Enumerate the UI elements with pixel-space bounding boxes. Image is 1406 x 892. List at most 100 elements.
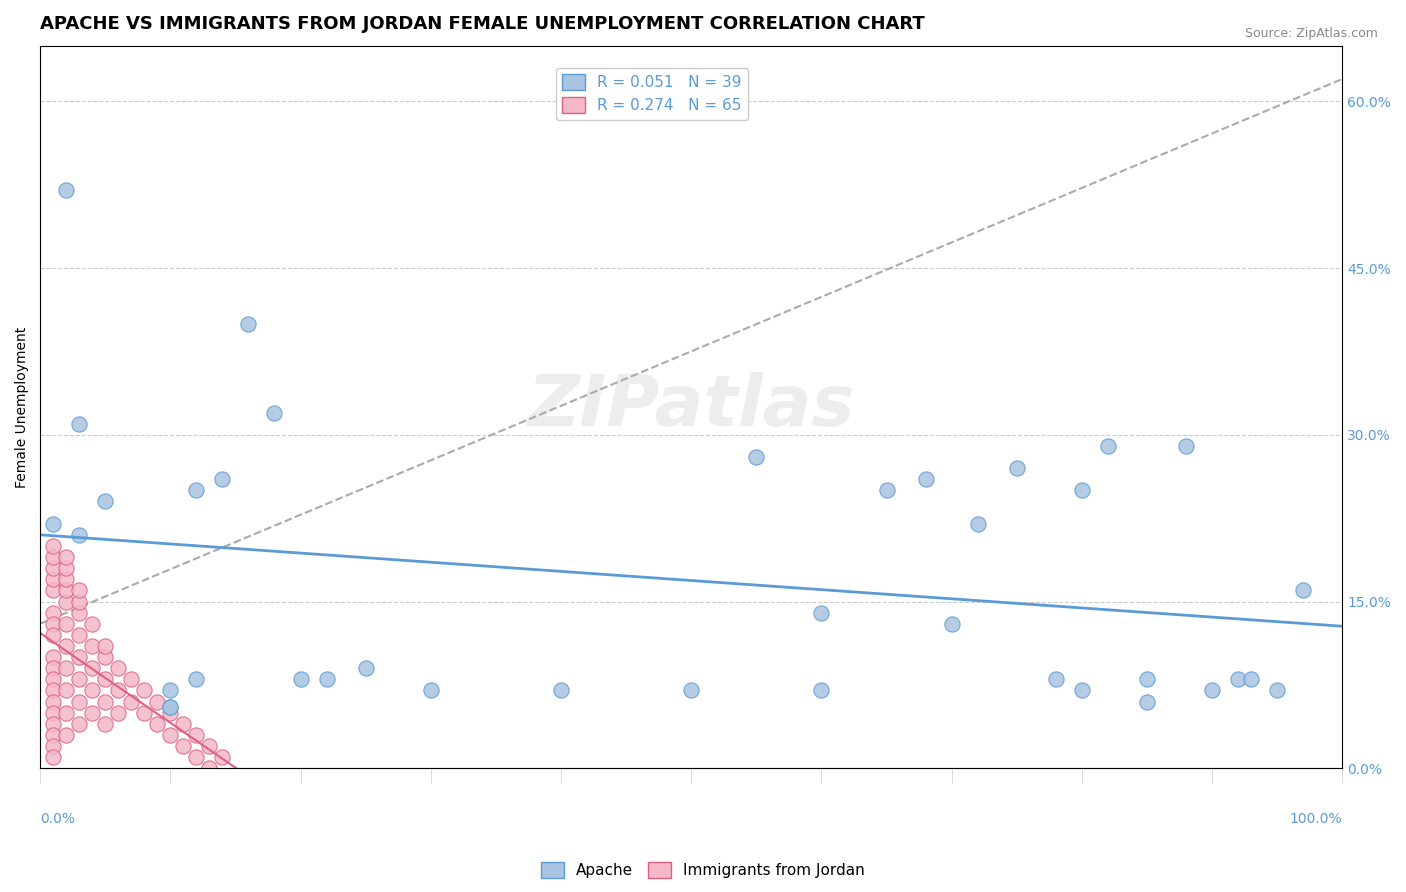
Point [1227, 673, 1250, 687]
Point [94, 673, 117, 687]
Point [42, 673, 65, 687]
Point [120, 673, 142, 687]
Point [1240, 673, 1263, 687]
Point [966, 516, 988, 531]
Point [67, 628, 90, 642]
Point [186, 673, 208, 687]
Point [914, 472, 936, 486]
Point [42, 750, 65, 764]
Point [354, 661, 377, 675]
Point [42, 695, 65, 709]
Point [55, 616, 77, 631]
Point [186, 728, 208, 742]
Point [134, 706, 156, 720]
Point [82, 706, 104, 720]
Point [67, 716, 90, 731]
Point [42, 650, 65, 665]
Point [172, 716, 194, 731]
Point [1005, 461, 1028, 475]
Point [1070, 483, 1092, 498]
Point [107, 683, 129, 698]
Point [107, 706, 129, 720]
Point [42, 683, 65, 698]
Point [55, 549, 77, 564]
Point [67, 528, 90, 542]
Text: 100.0%: 100.0% [1289, 812, 1343, 826]
Point [42, 561, 65, 575]
Point [1070, 683, 1092, 698]
Point [159, 728, 181, 742]
Point [1265, 683, 1288, 698]
Point [810, 606, 832, 620]
Point [211, 472, 233, 486]
Point [42, 539, 65, 553]
Text: Source: ZipAtlas.com: Source: ZipAtlas.com [1244, 27, 1378, 40]
Point [172, 739, 194, 753]
Point [94, 650, 117, 665]
Point [159, 700, 181, 714]
Point [263, 405, 285, 419]
Point [1136, 695, 1159, 709]
Point [876, 483, 898, 498]
Text: APACHE VS IMMIGRANTS FROM JORDAN FEMALE UNEMPLOYMENT CORRELATION CHART: APACHE VS IMMIGRANTS FROM JORDAN FEMALE … [41, 15, 925, 33]
Point [67, 650, 90, 665]
Point [42, 606, 65, 620]
Point [211, 750, 233, 764]
Point [120, 695, 142, 709]
Point [67, 695, 90, 709]
Point [55, 561, 77, 575]
Point [94, 639, 117, 653]
Point [550, 683, 572, 698]
Point [810, 683, 832, 698]
Point [67, 673, 90, 687]
Point [186, 750, 208, 764]
Point [1045, 673, 1067, 687]
Point [55, 683, 77, 698]
Point [159, 706, 181, 720]
Point [82, 616, 104, 631]
Point [55, 572, 77, 586]
Point [1097, 439, 1119, 453]
Point [82, 639, 104, 653]
Point [42, 661, 65, 675]
Point [55, 183, 77, 197]
Point [55, 639, 77, 653]
Point [67, 606, 90, 620]
Point [42, 516, 65, 531]
Point [134, 683, 156, 698]
Point [42, 583, 65, 598]
Point [315, 673, 337, 687]
Text: 0.0%: 0.0% [41, 812, 75, 826]
Point [159, 700, 181, 714]
Point [42, 616, 65, 631]
Point [745, 450, 768, 464]
Point [198, 761, 221, 775]
Point [159, 683, 181, 698]
Point [42, 706, 65, 720]
Point [146, 695, 169, 709]
Point [55, 728, 77, 742]
Point [94, 695, 117, 709]
Point [42, 549, 65, 564]
Point [42, 716, 65, 731]
Point [42, 739, 65, 753]
Point [42, 728, 65, 742]
Point [186, 483, 208, 498]
Point [290, 673, 312, 687]
Point [198, 739, 221, 753]
Point [146, 716, 169, 731]
Point [55, 583, 77, 598]
Point [1292, 583, 1315, 598]
Point [67, 594, 90, 608]
Point [42, 628, 65, 642]
Point [94, 494, 117, 508]
Point [94, 716, 117, 731]
Point [55, 661, 77, 675]
Point [681, 683, 703, 698]
Point [941, 616, 963, 631]
Point [419, 683, 441, 698]
Y-axis label: Female Unemployment: Female Unemployment [15, 326, 30, 488]
Point [67, 583, 90, 598]
Point [42, 572, 65, 586]
Point [55, 594, 77, 608]
